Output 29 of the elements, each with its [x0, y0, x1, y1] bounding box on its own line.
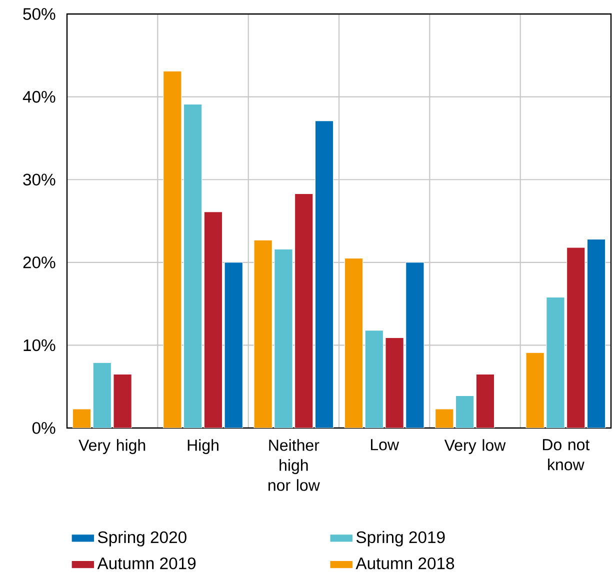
legend-label: Autumn 2018: [356, 557, 454, 570]
legend-label: Spring 2019: [356, 530, 445, 546]
bar: [455, 395, 474, 428]
legend-label: Autumn 2019: [97, 557, 196, 570]
bar: [274, 248, 293, 428]
bar: [163, 70, 182, 428]
bar: [183, 104, 202, 428]
x-tick-label: High: [188, 439, 218, 454]
y-tick-label: 0%: [32, 422, 56, 434]
x-tick-label: Very low: [444, 439, 506, 454]
bar: [526, 352, 544, 428]
bar: [546, 296, 565, 428]
bar: [72, 408, 92, 428]
y-tick-label: 10%: [24, 339, 56, 352]
bar: [364, 330, 384, 428]
x-tick-label: Very high: [78, 439, 146, 454]
x-tick-label: Neither high nor low: [268, 439, 320, 491]
x-tick-label: Low: [370, 439, 400, 450]
legend-label: Spring 2020: [98, 530, 186, 546]
x-tick-label: Do not know: [542, 439, 590, 470]
bar: [435, 408, 454, 428]
y-tick-label: 20%: [23, 256, 56, 268]
bar: [254, 240, 272, 428]
bar: [92, 362, 112, 428]
y-tick-label: 50%: [23, 8, 56, 20]
y-tick-label: 30%: [23, 174, 56, 186]
bar: [344, 258, 364, 428]
bar: [476, 374, 495, 428]
y-tick-label: 40%: [22, 90, 56, 103]
